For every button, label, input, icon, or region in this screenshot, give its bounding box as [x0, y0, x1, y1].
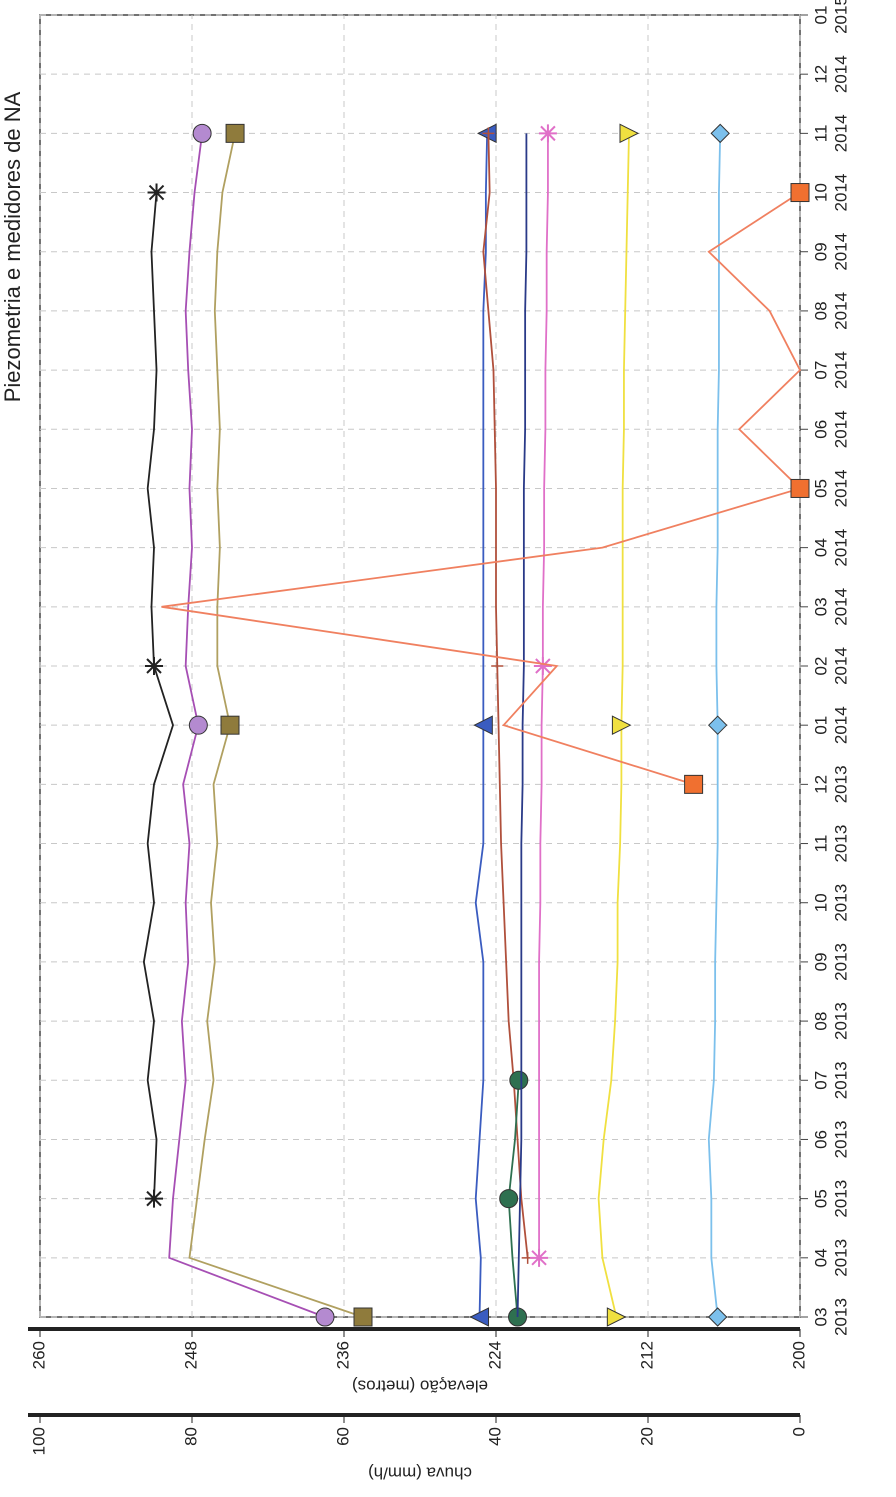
marker: [147, 183, 166, 202]
x-tick-label: 2013: [831, 943, 850, 981]
x-tick-label: 07: [811, 1071, 830, 1090]
marker: [509, 1070, 529, 1090]
x-tick-label: 2013: [831, 1002, 850, 1040]
x-tick-label: 2014: [831, 588, 850, 626]
marker: [707, 715, 728, 735]
marker: [192, 123, 212, 143]
marker: [145, 1189, 163, 1208]
marker: [619, 123, 640, 144]
y2-tick-label: 100: [29, 1427, 48, 1455]
y-tick-label: 260: [29, 1341, 48, 1369]
y-axis-title: elevação (metros): [352, 1377, 488, 1396]
y2-tick-label: 20: [637, 1427, 656, 1446]
x-tick-label: 12: [811, 65, 830, 84]
y2-tick-label: 80: [181, 1427, 200, 1446]
x-tick-label: 08: [811, 1012, 830, 1031]
marker: [225, 123, 245, 143]
x-tick-label: 2014: [831, 410, 850, 448]
x-tick-label: 2014: [831, 706, 850, 744]
x-tick-label: 2013: [831, 1121, 850, 1159]
marker: [491, 660, 504, 672]
x-tick-label: 08: [811, 301, 830, 320]
marker: [530, 1248, 549, 1267]
x-tick-label: 2013: [831, 1239, 850, 1277]
y-tick-label: 224: [485, 1341, 504, 1369]
x-tick-label: 2014: [831, 55, 850, 93]
series-line: [482, 133, 529, 1258]
x-tick-label: 03: [811, 597, 830, 616]
x-tick-label: 2015: [831, 0, 850, 34]
x-tick-label: 04: [811, 538, 830, 557]
y2-tick-label: 0: [789, 1427, 808, 1436]
x-tick-label: 09: [811, 952, 830, 971]
x-tick-label: 2014: [831, 233, 850, 271]
y-tick-label: 248: [181, 1341, 200, 1369]
x-tick-label: 09: [811, 242, 830, 261]
marker: [790, 478, 810, 498]
marker: [538, 124, 557, 143]
marker: [473, 715, 493, 735]
x-tick-label: 01: [811, 716, 830, 735]
x-tick-label: 2014: [831, 647, 850, 685]
x-tick-label: 11: [811, 125, 830, 143]
series-line: [142, 192, 174, 1199]
x-tick-label: 2013: [831, 1061, 850, 1099]
series-line: [516, 133, 528, 1318]
x-tick-label: 05: [811, 479, 830, 498]
marker: [790, 183, 810, 203]
x-tick-label: 2013: [831, 825, 850, 863]
x-tick-label: 2013: [831, 1298, 850, 1336]
x-tick-label: 06: [811, 420, 830, 439]
x-tick-label: 12: [811, 775, 830, 794]
x-tick-label: 2014: [831, 470, 850, 508]
marker: [710, 123, 730, 144]
marker: [499, 1189, 519, 1209]
marker: [482, 127, 495, 140]
marker: [220, 715, 240, 735]
x-tick-label: 07: [811, 361, 830, 380]
x-tick-label: 2014: [831, 529, 850, 567]
chart-title: Piezometria e medidores de NA: [0, 91, 25, 402]
x-tick-label: 2014: [831, 292, 850, 330]
y-tick-label: 236: [333, 1341, 352, 1369]
marker: [353, 1307, 373, 1327]
x-tick-label: 04: [811, 1248, 830, 1267]
marker: [533, 657, 552, 675]
marker: [145, 657, 163, 675]
marker: [315, 1307, 335, 1327]
y-tick-label: 200: [789, 1341, 808, 1369]
marker: [611, 715, 632, 735]
marker: [469, 1307, 490, 1327]
x-tick-label: 05: [811, 1189, 830, 1208]
x-tick-label: 10: [811, 183, 830, 202]
x-tick-label: 2014: [831, 114, 850, 152]
y2-axis-title: chuva (mm/h): [368, 1464, 472, 1483]
y-tick-label: 212: [637, 1341, 656, 1369]
x-tick-label: 2014: [831, 174, 850, 212]
marker: [188, 715, 208, 735]
x-tick-label: 06: [811, 1130, 830, 1149]
x-tick-label: 02: [811, 657, 830, 676]
marker: [684, 774, 704, 794]
marker: [707, 1307, 728, 1327]
x-tick-label: 2014: [831, 351, 850, 389]
x-tick-label: 2013: [831, 765, 850, 803]
y2-tick-label: 40: [485, 1427, 504, 1446]
x-tick-label: 11: [811, 835, 830, 853]
marker: [606, 1307, 627, 1327]
x-tick-label: 2013: [831, 884, 850, 922]
x-tick-label: 10: [811, 893, 830, 912]
x-tick-label: 2013: [831, 1180, 850, 1218]
x-tick-label: 01: [811, 6, 830, 25]
series-line: [538, 133, 549, 1258]
y2-tick-label: 60: [333, 1427, 352, 1446]
x-tick-label: 03: [811, 1308, 830, 1327]
